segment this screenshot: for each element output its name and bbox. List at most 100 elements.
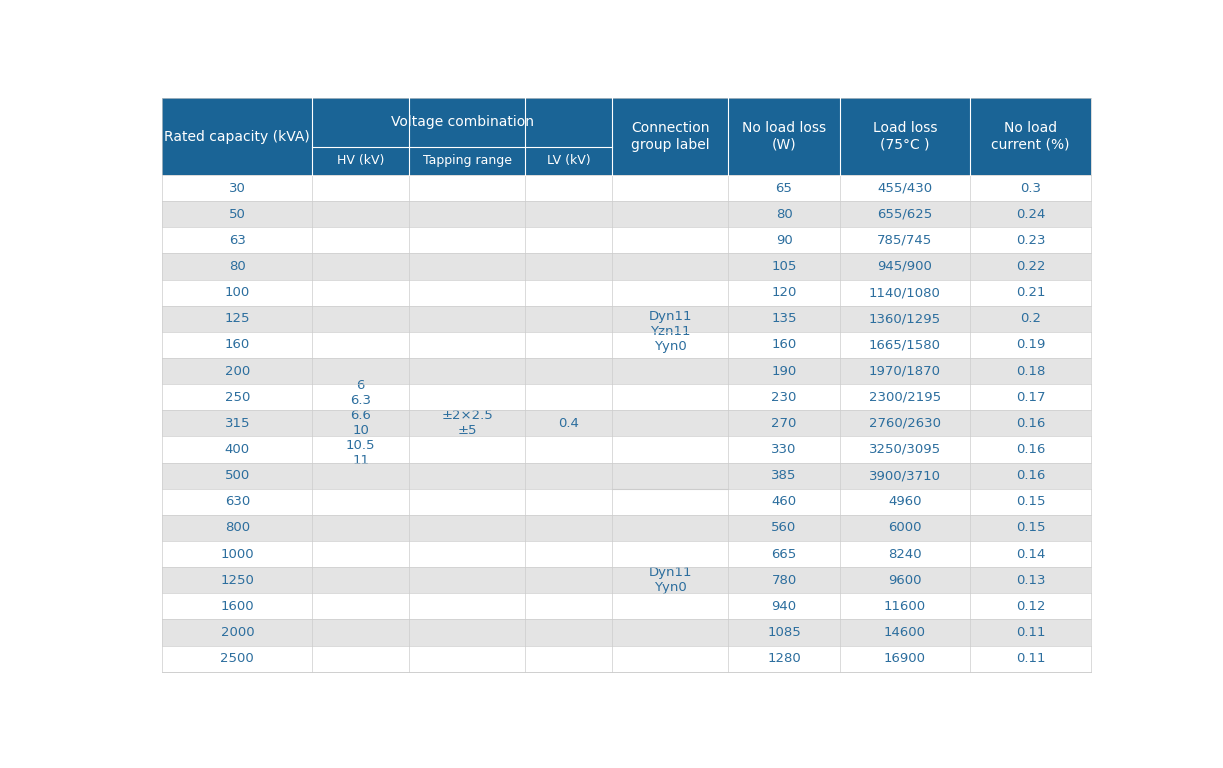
Bar xyxy=(970,175,1091,201)
Text: 0.22: 0.22 xyxy=(1016,260,1046,273)
Text: 1665/1580: 1665/1580 xyxy=(870,339,940,352)
Text: 3250/3095: 3250/3095 xyxy=(868,443,940,456)
Bar xyxy=(163,541,312,567)
Bar xyxy=(163,358,312,384)
Bar xyxy=(840,332,970,358)
Bar xyxy=(312,384,408,410)
Text: 3900/3710: 3900/3710 xyxy=(870,469,940,482)
Text: 4960: 4960 xyxy=(888,495,922,508)
Bar xyxy=(525,515,613,541)
Bar xyxy=(970,227,1091,253)
Text: 6000: 6000 xyxy=(888,521,922,535)
Text: 50: 50 xyxy=(229,207,246,220)
Text: 190: 190 xyxy=(772,365,796,378)
Bar xyxy=(729,201,840,227)
Text: 14600: 14600 xyxy=(884,626,926,639)
Text: 800: 800 xyxy=(225,521,249,535)
Bar xyxy=(840,567,970,593)
Bar xyxy=(840,436,970,462)
Bar xyxy=(729,175,840,201)
Bar xyxy=(729,280,840,306)
Bar xyxy=(840,384,970,410)
Text: 785/745: 785/745 xyxy=(877,233,933,247)
Bar xyxy=(312,253,408,280)
Text: 135: 135 xyxy=(772,313,796,325)
Text: 2760/2630: 2760/2630 xyxy=(870,417,940,430)
Text: 460: 460 xyxy=(772,495,796,508)
Text: 0.11: 0.11 xyxy=(1016,626,1046,639)
Text: 200: 200 xyxy=(225,365,249,378)
Bar xyxy=(613,410,729,436)
Text: No load
current (%): No load current (%) xyxy=(992,121,1070,151)
Text: Dyn11
Yzn11
Yyn0: Dyn11 Yzn11 Yyn0 xyxy=(648,310,692,353)
Bar xyxy=(840,646,970,672)
Text: 0.24: 0.24 xyxy=(1016,207,1046,220)
Bar xyxy=(408,593,525,620)
Bar xyxy=(312,280,408,306)
Bar xyxy=(613,462,729,488)
Bar xyxy=(312,515,408,541)
Bar xyxy=(525,358,613,384)
Bar xyxy=(613,227,729,253)
Text: 230: 230 xyxy=(772,391,796,404)
Text: 80: 80 xyxy=(775,207,793,220)
Bar xyxy=(312,567,408,593)
Text: 0.16: 0.16 xyxy=(1016,443,1046,456)
Bar xyxy=(840,227,970,253)
Bar xyxy=(163,253,312,280)
Bar xyxy=(408,567,525,593)
Bar xyxy=(312,593,408,620)
Bar xyxy=(729,593,840,620)
Bar xyxy=(729,436,840,462)
Bar xyxy=(970,620,1091,646)
Text: 0.17: 0.17 xyxy=(1016,391,1046,404)
Bar xyxy=(525,384,613,410)
Bar xyxy=(408,384,525,410)
Bar xyxy=(729,541,840,567)
Text: 315: 315 xyxy=(225,417,249,430)
Bar xyxy=(840,541,970,567)
Bar xyxy=(613,436,729,462)
Bar xyxy=(163,515,312,541)
Bar xyxy=(840,358,970,384)
Bar xyxy=(840,98,970,175)
Text: 1280: 1280 xyxy=(767,652,801,665)
Bar xyxy=(408,541,525,567)
Text: Tapping range: Tapping range xyxy=(423,154,511,167)
Bar xyxy=(312,462,408,488)
Text: 1360/1295: 1360/1295 xyxy=(868,313,940,325)
Bar xyxy=(163,227,312,253)
Bar xyxy=(408,462,525,488)
Bar xyxy=(163,201,312,227)
Text: 940: 940 xyxy=(772,600,796,613)
Bar xyxy=(613,306,729,332)
Bar xyxy=(525,201,613,227)
Bar xyxy=(408,410,525,436)
Bar xyxy=(613,488,729,515)
Bar xyxy=(970,201,1091,227)
Bar xyxy=(729,462,840,488)
Text: 160: 160 xyxy=(225,339,249,352)
Text: 2000: 2000 xyxy=(220,626,254,639)
Bar xyxy=(163,646,312,672)
Bar xyxy=(408,332,525,358)
Bar xyxy=(163,593,312,620)
Text: 16900: 16900 xyxy=(884,652,926,665)
Bar xyxy=(525,410,613,436)
Text: 0.16: 0.16 xyxy=(1016,469,1046,482)
Bar xyxy=(970,98,1091,175)
Bar xyxy=(525,436,613,462)
Bar xyxy=(970,280,1091,306)
Text: 0.23: 0.23 xyxy=(1016,233,1046,247)
Bar xyxy=(840,410,970,436)
Text: 1970/1870: 1970/1870 xyxy=(870,365,940,378)
Bar xyxy=(163,436,312,462)
Bar xyxy=(163,567,312,593)
Bar xyxy=(408,306,525,332)
Bar xyxy=(525,620,613,646)
Text: 1600: 1600 xyxy=(220,600,254,613)
Text: 63: 63 xyxy=(229,233,246,247)
Bar xyxy=(312,410,408,436)
Bar xyxy=(729,646,840,672)
Text: 0.11: 0.11 xyxy=(1016,652,1046,665)
